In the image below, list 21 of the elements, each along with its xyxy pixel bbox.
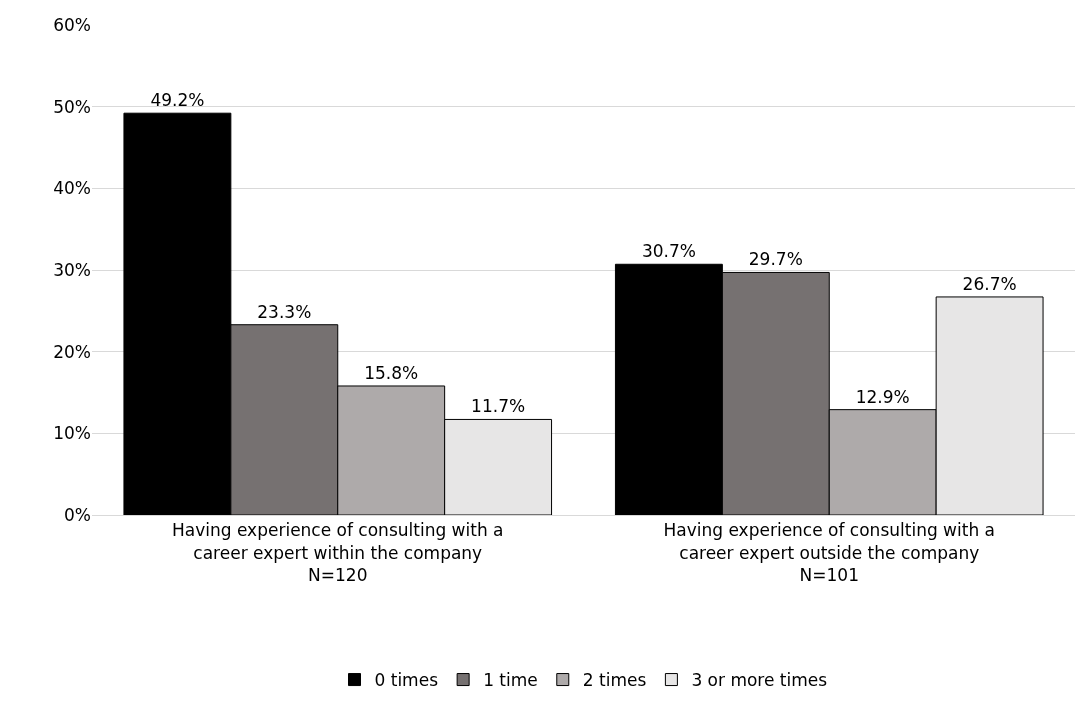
data-label: 26.7% [962,273,1017,294]
data-label: 30.7% [641,241,696,262]
data-label: 29.7% [748,249,803,270]
y-tick-label: 10% [53,423,91,444]
data-label: 12.9% [855,386,910,407]
legend-label: 3 or more times [691,670,828,691]
y-tick-label: 50% [53,96,91,117]
data-label: 49.2% [150,90,205,111]
data-label: 23.3% [257,301,312,322]
y-tick-label: 60% [53,14,91,35]
legend-label: 0 times [374,670,439,691]
y-tick-label: 20% [53,341,91,362]
legend-label: 1 time [483,670,538,691]
y-tick-label: 40% [53,178,91,199]
y-tick-label: 0% [64,504,91,525]
y-tick-label: 30% [53,259,91,280]
x-tick-label: Having experience of consulting with a career expert outside the company N=101 [663,520,995,585]
legend-label: 2 times [582,670,647,691]
data-label: 15.8% [364,362,419,383]
data-label: 11.7% [471,396,526,417]
x-tick-label: Having experience of consulting with a career expert within the company N=120 [172,520,504,585]
